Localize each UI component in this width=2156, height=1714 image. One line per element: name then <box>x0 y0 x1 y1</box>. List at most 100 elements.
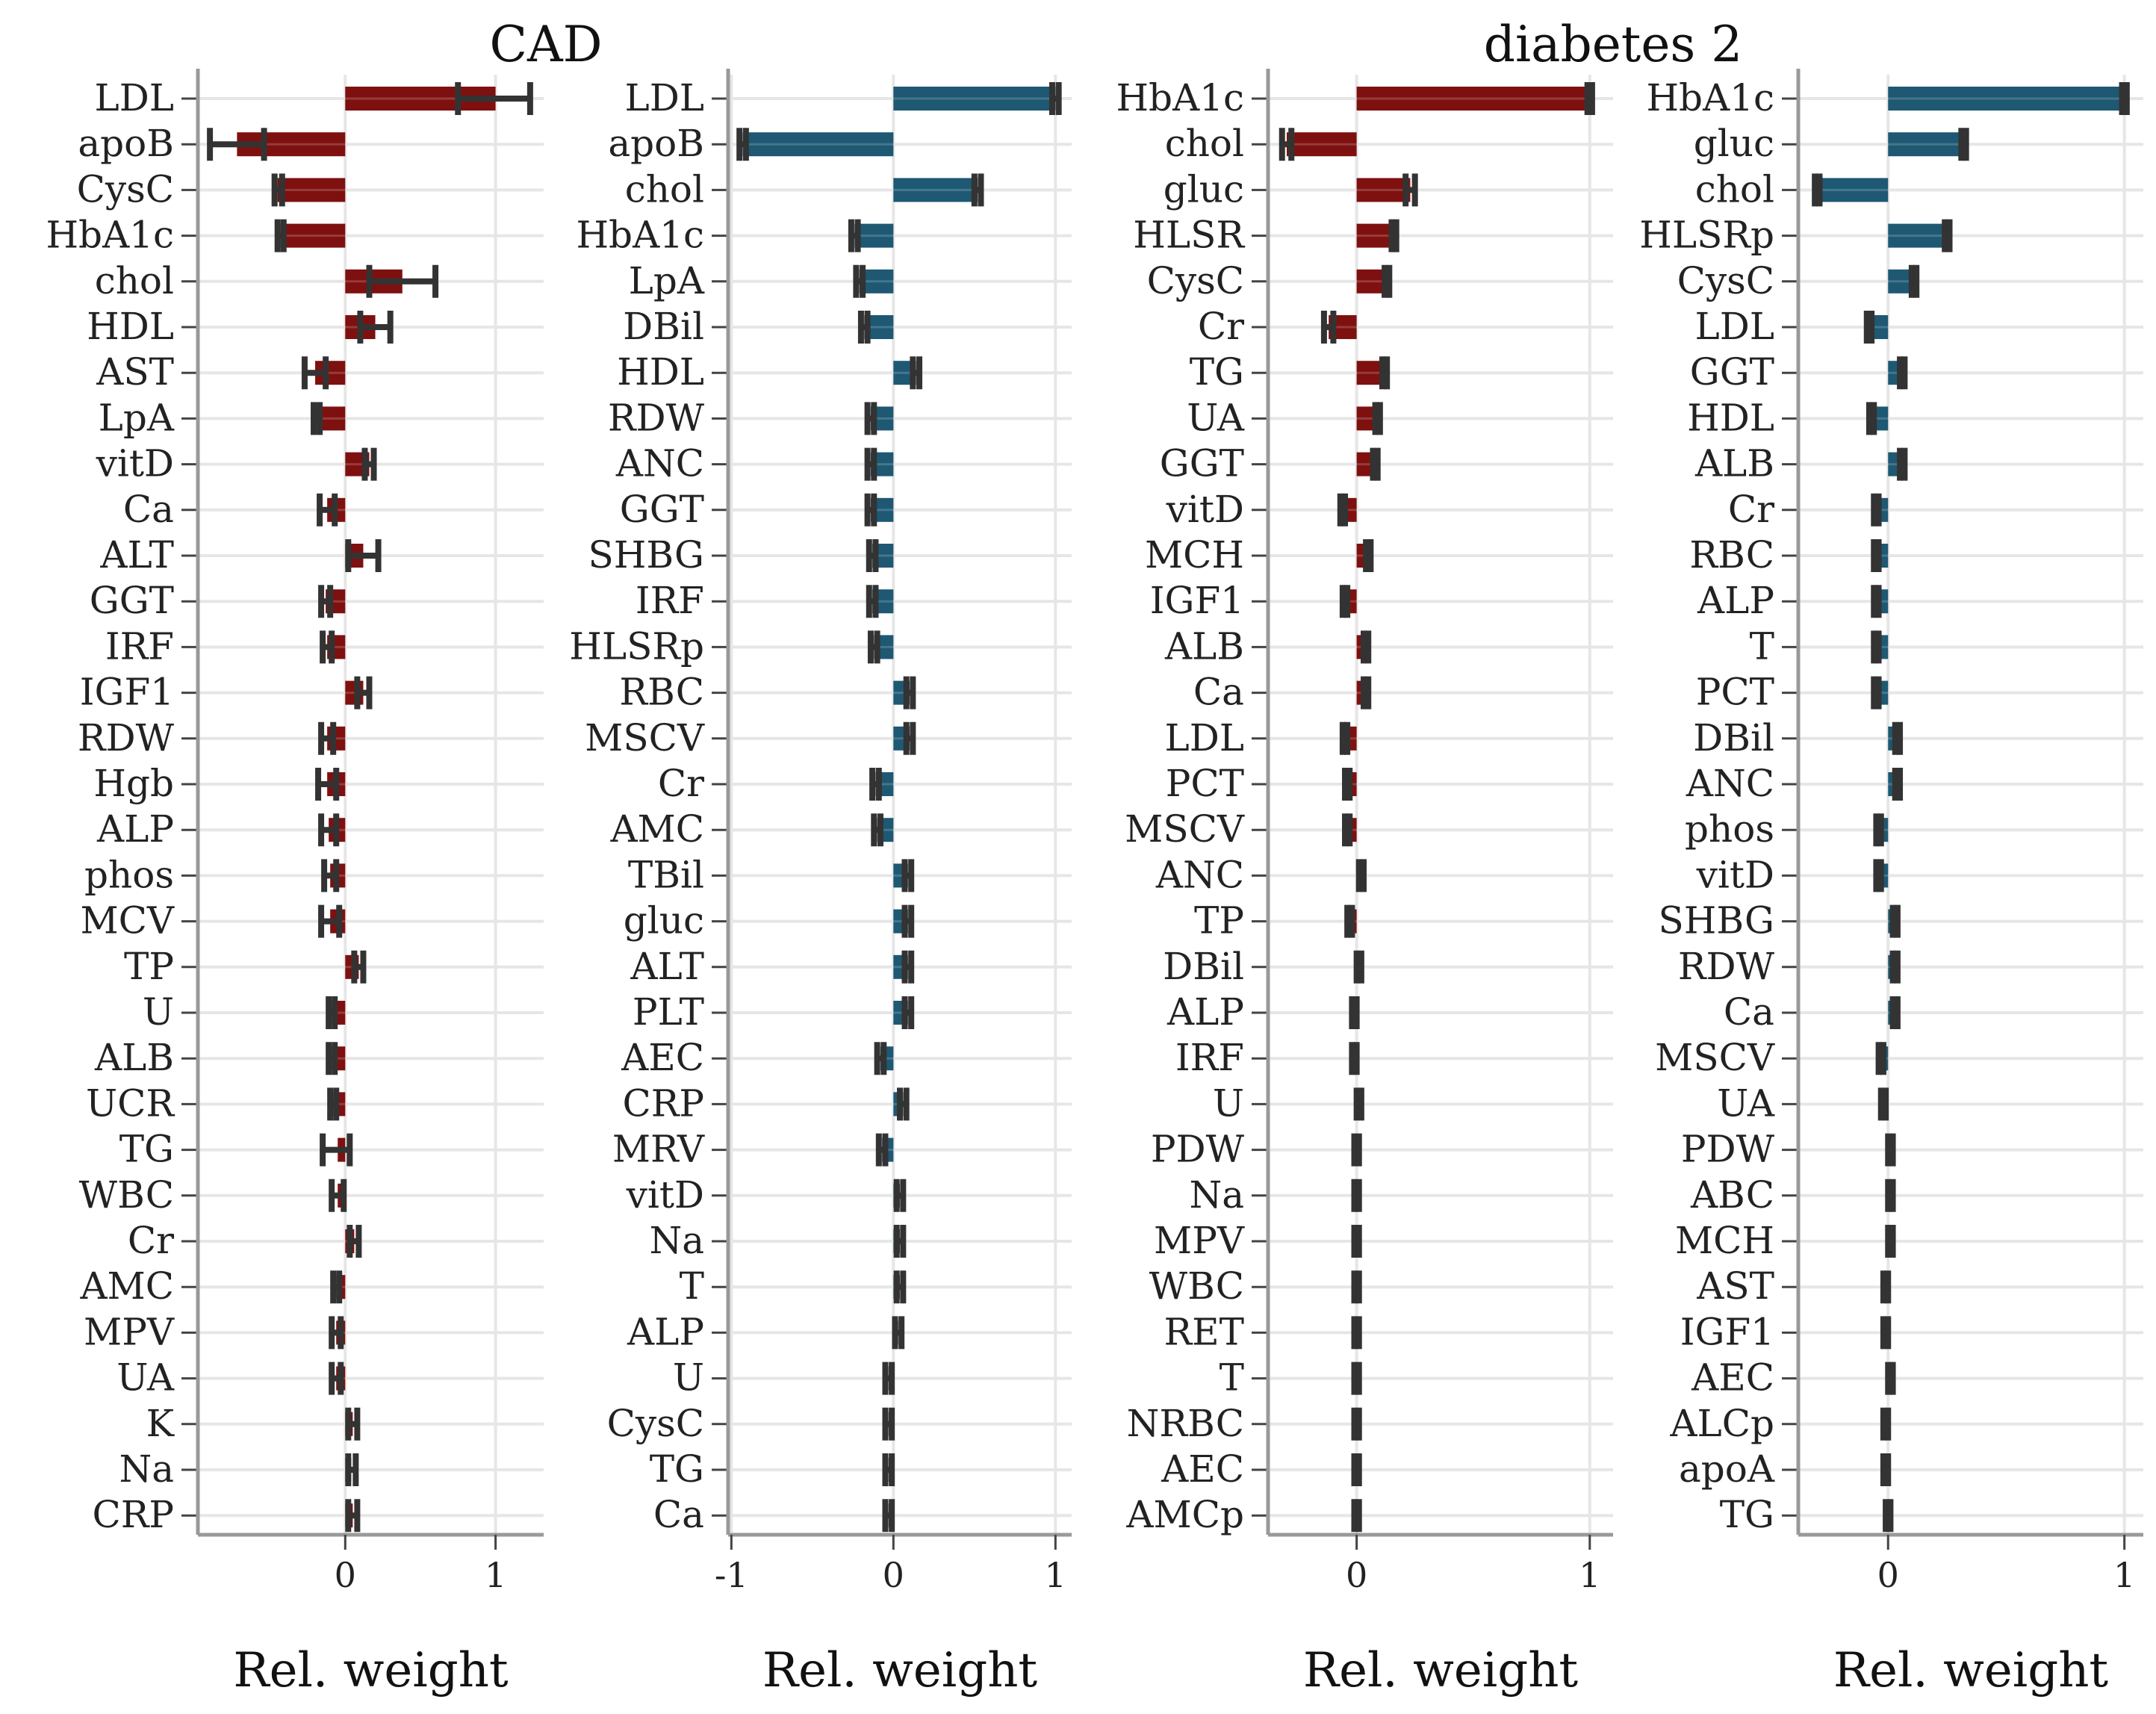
category-label: RDW <box>1678 945 1775 988</box>
category-label: GGT <box>1690 350 1774 394</box>
category-label: MCV <box>80 899 174 943</box>
bar <box>1286 132 1357 157</box>
category-label: gluc <box>624 899 704 943</box>
category-label: Cr <box>128 1219 174 1262</box>
category-label: HDL <box>1687 396 1774 439</box>
category-label: PDW <box>1681 1128 1775 1171</box>
category-label: AST <box>1696 1264 1774 1308</box>
category-label: ALT <box>630 945 704 988</box>
category-label: T <box>1220 1356 1244 1400</box>
category-label: PCT <box>1696 671 1774 714</box>
category-label: T <box>1750 624 1774 668</box>
category-label: RDW <box>78 716 175 760</box>
category-label: gluc <box>1164 167 1244 211</box>
category-label: CysC <box>607 1402 704 1445</box>
category-label: MSCV <box>1125 807 1245 851</box>
category-label: TG <box>1720 1493 1774 1536</box>
category-label: Ca <box>653 1493 704 1536</box>
category-label: chol <box>95 259 174 302</box>
category-label: GGT <box>90 579 174 622</box>
category-label: LpA <box>99 396 175 439</box>
category-label: ALP <box>1166 990 1244 1034</box>
bar <box>1356 178 1411 202</box>
category-label: apoB <box>608 122 704 165</box>
bar <box>1888 132 1964 157</box>
category-label: HbA1c <box>1116 76 1244 119</box>
category-label: UA <box>1187 396 1245 439</box>
category-label: ANC <box>615 442 704 485</box>
category-label: MRV <box>612 1128 705 1171</box>
category-label: DBil <box>623 305 704 348</box>
panel-2: LDLapoBcholHbA1cLpADBilHDLRDWANCGGTSHBGI… <box>569 69 1072 1698</box>
category-label: LDL <box>1695 305 1775 348</box>
category-label: vitD <box>1166 488 1244 531</box>
category-label: GGT <box>620 488 704 531</box>
category-label: TG <box>1190 350 1244 394</box>
category-label: AMC <box>609 807 704 851</box>
category-label: GGT <box>1160 442 1244 485</box>
category-label: ALT <box>99 533 174 577</box>
bar <box>1356 223 1394 248</box>
category-label: MPV <box>84 1310 175 1353</box>
category-label: AMCp <box>1125 1493 1244 1536</box>
category-label: IGF1 <box>1680 1310 1774 1353</box>
category-label: RBC <box>619 671 704 714</box>
category-label: CysC <box>1677 259 1774 302</box>
category-label: ANC <box>1155 853 1244 896</box>
category-label: MCH <box>1145 533 1244 577</box>
category-label: DBil <box>1163 945 1244 988</box>
category-label: phos <box>84 853 174 896</box>
category-label: Cr <box>1198 305 1244 348</box>
category-label: vitD <box>1696 853 1774 896</box>
category-label: LpA <box>629 259 705 302</box>
bar <box>893 178 978 202</box>
category-label: CysC <box>1147 259 1244 302</box>
x-tick-label: 0 <box>335 1555 356 1595</box>
x-tick-label: 1 <box>1045 1555 1066 1595</box>
category-label: CRP <box>92 1493 174 1536</box>
category-label: TP <box>124 945 174 988</box>
category-label: IGF1 <box>1150 579 1244 622</box>
category-label: ALB <box>1164 624 1244 668</box>
category-label: ALB <box>94 1036 174 1079</box>
category-label: LDL <box>1165 716 1245 760</box>
category-label: ALCp <box>1669 1402 1774 1445</box>
category-label: IGF1 <box>80 671 174 714</box>
category-label: WBC <box>1149 1264 1244 1308</box>
bar <box>742 132 894 157</box>
bar <box>1888 87 2125 111</box>
category-label: AEC <box>1161 1447 1244 1491</box>
category-label: MPV <box>1154 1219 1245 1262</box>
category-label: T <box>680 1264 704 1308</box>
bar <box>893 87 1056 111</box>
category-label: UCR <box>86 1081 175 1125</box>
category-label: vitD <box>626 1173 704 1217</box>
category-label: MSCV <box>1655 1036 1775 1079</box>
title-diabetes-2: diabetes 2 <box>1484 16 1742 73</box>
category-label: ANC <box>1686 762 1774 805</box>
category-label: UA <box>117 1356 175 1400</box>
category-label: RBC <box>1689 533 1774 577</box>
bar <box>277 178 346 202</box>
bar <box>1888 223 1948 248</box>
category-label: AST <box>96 350 174 394</box>
category-label: PDW <box>1151 1128 1245 1171</box>
category-label: HDL <box>617 350 704 394</box>
category-label: HbA1c <box>576 214 704 257</box>
category-label: WBC <box>79 1173 174 1217</box>
category-label: PLT <box>633 990 704 1034</box>
category-label: ABC <box>1690 1173 1774 1217</box>
category-label: AEC <box>1691 1356 1774 1400</box>
category-label: RET <box>1164 1310 1245 1353</box>
category-label: phos <box>1685 807 1774 851</box>
category-label: Na <box>119 1447 174 1491</box>
category-label: TG <box>650 1447 704 1491</box>
x-axis-label: Rel. weight <box>762 1643 1038 1698</box>
category-label: Na <box>1189 1173 1244 1217</box>
bar <box>1356 87 1590 111</box>
category-label: RDW <box>608 396 705 439</box>
category-label: IRF <box>105 624 174 668</box>
x-tick-label: 1 <box>1579 1555 1600 1595</box>
category-label: Ca <box>1724 990 1774 1034</box>
category-label: TP <box>1194 899 1244 943</box>
